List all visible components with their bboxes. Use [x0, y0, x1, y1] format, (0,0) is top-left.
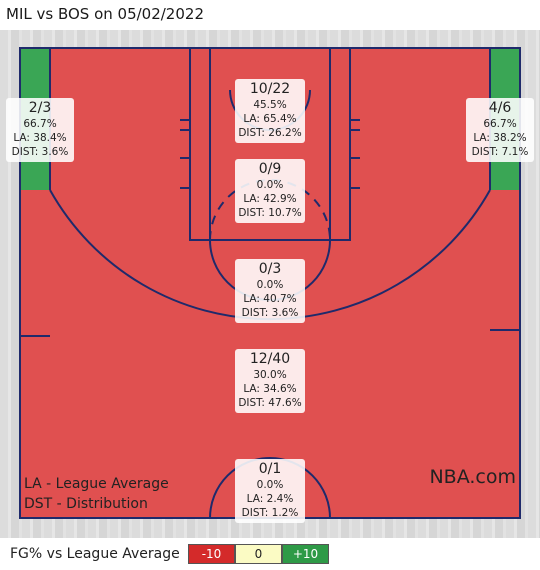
- scale-low: -10: [188, 544, 235, 564]
- legend-dst-note: DST - Distribution: [24, 496, 148, 512]
- paint-inner: [209, 47, 331, 241]
- zone-label-mid-range: 0/3 0.0% LA: 40.7% DIST: 3.6%: [235, 259, 305, 323]
- zone-label-above-break-three: 12/40 30.0% LA: 34.6% DIST: 47.6%: [235, 349, 305, 413]
- free-throw-circle-dashed: [209, 179, 331, 241]
- zone-label-left-corner: 2/3 66.7% LA: 38.4% DIST: 3.6%: [6, 98, 74, 162]
- scale-mid: 0: [235, 544, 282, 564]
- nba-logo-text: NBA.com: [429, 466, 516, 488]
- legend-la-note: LA - League Average: [24, 476, 169, 492]
- shot-chart-court: 2/3 66.7% LA: 38.4% DIST: 3.6% 4/6 66.7%…: [0, 30, 540, 538]
- zone-label-backcourt: 0/1 0.0% LA: 2.4% DIST: 1.2%: [235, 459, 305, 523]
- scale-label: FG% vs League Average: [10, 546, 180, 562]
- zone-label-right-corner: 4/6 66.7% LA: 38.2% DIST: 7.1%: [466, 98, 534, 162]
- center-court-arc: [209, 457, 331, 519]
- chart-title: MIL vs BOS on 05/02/2022: [6, 5, 204, 23]
- zone-label-restricted-area: 10/22 45.5% LA: 65.4% DIST: 26.2%: [235, 79, 305, 143]
- zone-label-paint: 0/9 0.0% LA: 42.9% DIST: 10.7%: [235, 159, 305, 223]
- scale-high: +10: [282, 544, 329, 564]
